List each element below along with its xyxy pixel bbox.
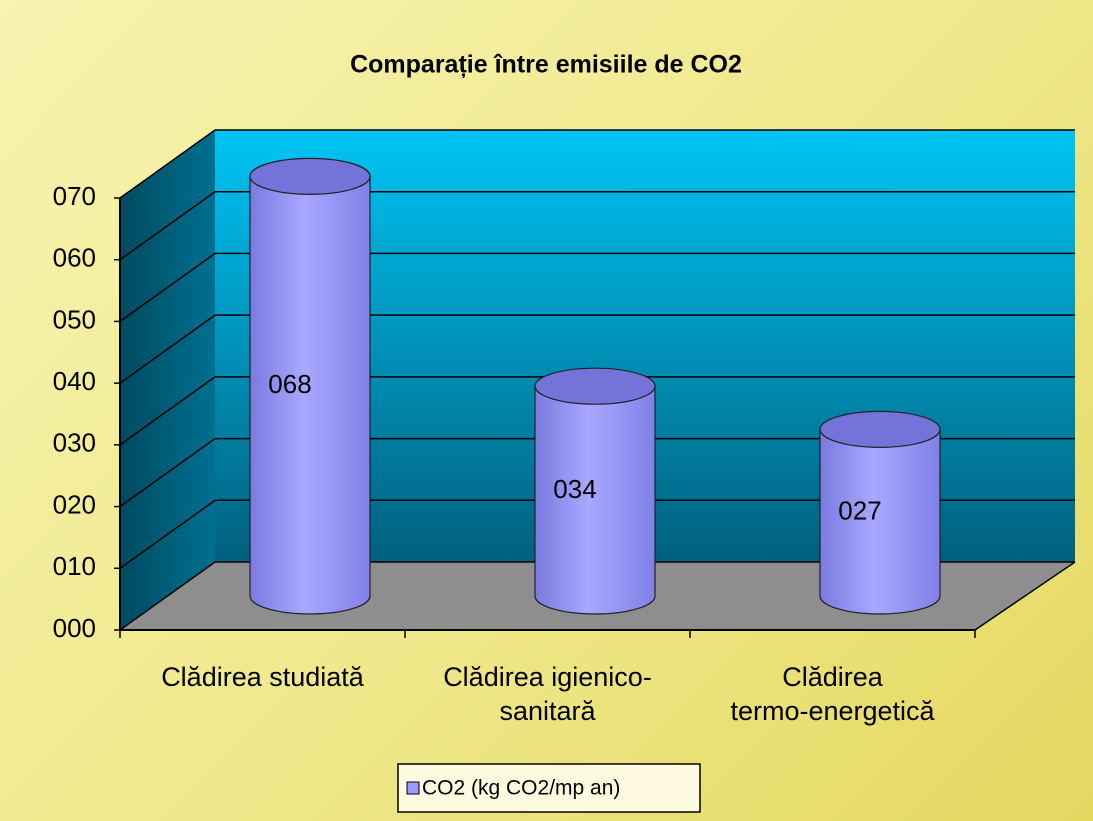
- y-tick-label: 020: [53, 489, 96, 519]
- legend-label: CO2 (kg CO2/mp an): [422, 777, 620, 800]
- grid-line: [119, 314, 216, 384]
- floor-edge: [974, 561, 1076, 631]
- grid-line: [119, 561, 216, 631]
- x-tick-label: Clădirea igienico- sanitară: [443, 662, 652, 726]
- y-tick-label: 030: [53, 428, 96, 458]
- x-tick-label: Clădirea termo-energetică: [730, 662, 935, 726]
- x-tick-label: Clădirea studiată: [161, 662, 364, 692]
- value-label: 027: [838, 496, 881, 526]
- bar: [819, 428, 941, 615]
- bar-top: [534, 367, 656, 405]
- grid-line: [119, 129, 216, 199]
- grid-line: [119, 376, 216, 446]
- value-label: 068: [268, 369, 311, 399]
- side-wall: [120, 130, 215, 630]
- bar: [249, 175, 371, 615]
- grid-line: [119, 252, 216, 323]
- value-label: 034: [553, 474, 596, 504]
- y-tick-label: 040: [53, 366, 96, 396]
- y-tick-label: 070: [53, 181, 96, 211]
- chart-title: Comparație între emisiile de CO2: [350, 51, 742, 79]
- bar-top: [819, 410, 941, 448]
- y-tick-label: 000: [53, 613, 96, 643]
- bar: [534, 385, 656, 615]
- y-tick-label: 060: [53, 243, 96, 273]
- bar-top: [249, 157, 371, 195]
- grid-line: [119, 437, 216, 508]
- y-tick-label: 010: [53, 551, 96, 581]
- grid-line: [119, 499, 216, 569]
- grid-line: [119, 191, 216, 261]
- legend-box: [397, 763, 701, 813]
- legend-swatch: [406, 781, 420, 795]
- y-tick-label: 050: [53, 304, 96, 334]
